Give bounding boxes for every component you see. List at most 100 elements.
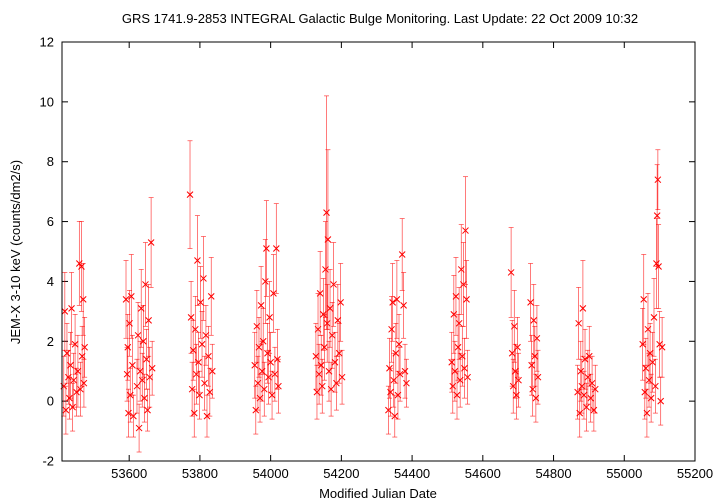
data-point (270, 254, 277, 333)
data-point (251, 331, 259, 399)
data-point (123, 346, 131, 402)
x-tick-label: 54600 (465, 466, 501, 481)
data-point (195, 331, 202, 393)
data-point (260, 361, 268, 417)
data-point (455, 287, 463, 360)
data-point (590, 388, 598, 432)
data-point (203, 394, 211, 438)
data-point (448, 331, 456, 393)
data-point (74, 334, 82, 408)
data-point (591, 364, 599, 414)
data-point (643, 388, 651, 438)
data-point (328, 302, 336, 369)
data-point (462, 176, 469, 285)
data-point (577, 340, 585, 402)
data-point (454, 314, 462, 381)
data-point (62, 385, 70, 435)
x-tick-label: 54400 (394, 466, 430, 481)
data-point (392, 322, 400, 384)
y-tick-labels: -2 0 2 4 6 8 10 12 (40, 35, 54, 469)
data-point (200, 236, 207, 321)
y-tick-label: 6 (47, 214, 54, 229)
data-point (71, 314, 79, 375)
y-tick-label: 2 (47, 334, 54, 349)
data-point (532, 373, 540, 423)
data-point (187, 281, 195, 354)
data-point (653, 164, 661, 267)
data-point (533, 305, 541, 372)
data-point (510, 290, 518, 363)
data-point (335, 322, 343, 384)
data-point (206, 367, 214, 417)
data-point (515, 352, 522, 408)
data-point (403, 358, 410, 408)
data-point (127, 254, 135, 339)
x-tick-label: 54200 (323, 466, 359, 481)
data-point (139, 305, 147, 378)
data-point (263, 200, 270, 297)
data-point (257, 266, 265, 345)
data-point (395, 314, 403, 375)
data-point (400, 272, 407, 339)
y-tick-label: 8 (47, 154, 54, 169)
data-point (144, 388, 151, 432)
data-point (202, 305, 210, 366)
data-point (652, 358, 659, 414)
x-tick-label: 53800 (182, 466, 218, 481)
data-point (452, 257, 460, 336)
data-point (255, 316, 263, 378)
data-point (191, 296, 199, 363)
data-point (312, 322, 320, 390)
data-point (122, 260, 130, 339)
data-point (527, 263, 534, 342)
data-point (388, 296, 395, 363)
tick-marks (62, 41, 696, 462)
data-point (79, 263, 87, 336)
data-point (259, 308, 267, 375)
data-point (583, 382, 590, 432)
chart-title: GRS 1741.9-2853 INTEGRAL Galactic Bulge … (122, 11, 638, 26)
y-tick-label: -2 (42, 454, 54, 469)
data-point (208, 343, 216, 399)
data-point (261, 239, 269, 324)
x-tick-label: 53600 (111, 466, 147, 481)
data-point (333, 355, 340, 411)
data-point (134, 302, 142, 369)
data-point (453, 370, 461, 420)
x-tick-label: 55200 (677, 466, 713, 481)
data-point (194, 215, 201, 306)
data-point (650, 278, 658, 357)
data-point (141, 373, 148, 423)
data-point (63, 322, 71, 384)
data-point (201, 355, 208, 411)
data-point (275, 358, 282, 414)
data-point (323, 95, 330, 330)
data-point (198, 311, 206, 378)
data-point (389, 263, 396, 342)
data-point (321, 314, 328, 381)
plot-frame (61, 41, 696, 462)
y-tick-label: 4 (47, 274, 54, 289)
data-point (579, 260, 587, 357)
data-point (463, 260, 470, 339)
data-point (393, 260, 401, 339)
data-point (272, 203, 280, 294)
y-tick-label: 10 (40, 94, 54, 109)
data-point (268, 370, 276, 420)
data-point (655, 224, 662, 309)
data-point (80, 358, 88, 408)
data-point (145, 284, 152, 357)
data-point (588, 355, 596, 411)
data-point (81, 316, 88, 378)
data-point (323, 284, 331, 363)
data-point (398, 218, 406, 291)
x-tick-label: 54800 (535, 466, 571, 481)
data-point (461, 337, 468, 399)
data-point (197, 266, 204, 339)
data-point (654, 149, 662, 210)
data-point (338, 349, 346, 405)
data-point (196, 370, 203, 420)
data-point (147, 197, 155, 288)
data-point (186, 140, 194, 249)
data-point (146, 346, 154, 408)
